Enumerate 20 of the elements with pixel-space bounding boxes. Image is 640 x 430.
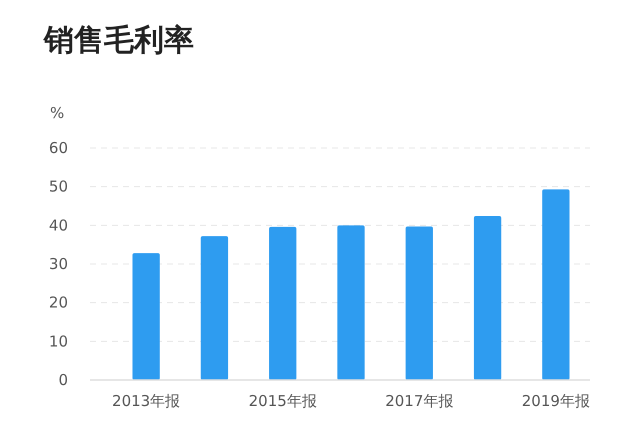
y-axis-title: % [50, 104, 64, 122]
bar [132, 253, 160, 380]
y-tick-label: 60 [48, 139, 68, 157]
chart-title: 销售毛利率 [42, 23, 194, 58]
x-tick-label: 2019年报 [522, 392, 590, 410]
y-tick-label: 20 [48, 294, 68, 312]
bar [542, 189, 570, 380]
x-tick-label: 2015年报 [248, 392, 317, 410]
bar [406, 226, 433, 380]
y-tick-label: 50 [48, 178, 68, 196]
bar [474, 216, 502, 380]
y-tick-label: 30 [48, 255, 68, 273]
y-tick-label: 10 [48, 332, 68, 350]
x-tick-label: 2017年报 [385, 392, 454, 410]
bar [200, 236, 228, 380]
x-tick-label: 2013年报 [112, 392, 180, 410]
bar [337, 225, 365, 380]
y-tick-label: 0 [58, 371, 68, 389]
bar [269, 226, 296, 380]
y-tick-label: 40 [48, 216, 68, 234]
